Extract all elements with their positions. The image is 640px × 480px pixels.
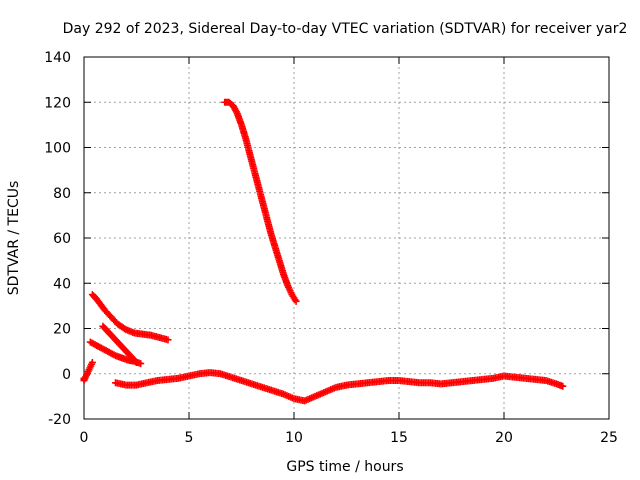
y-axis-label: SDTVAR / TECUs: [6, 181, 22, 296]
data-point: [559, 382, 567, 390]
data-point: [131, 357, 139, 365]
chart-title: Day 292 of 2023, Sidereal Day-to-day VTE…: [63, 21, 628, 37]
y-tick-label: 140: [44, 50, 71, 66]
y-tick-label: -20: [48, 412, 71, 428]
y-tick-label: 40: [53, 276, 71, 292]
x-tick-label: 0: [80, 430, 89, 446]
series-outliers: [80, 358, 96, 385]
x-tick-label: 25: [600, 430, 618, 446]
y-tick-label: 120: [44, 95, 71, 111]
series-arc-a: [88, 291, 172, 344]
data-point: [88, 358, 96, 366]
data-point: [133, 358, 140, 366]
y-tick-label: 20: [53, 322, 71, 338]
series-arc-c: [99, 322, 140, 366]
data-point: [292, 297, 300, 305]
x-axis-label: GPS time / hours: [286, 459, 403, 475]
data-point: [164, 336, 172, 344]
x-tick-label: 5: [185, 430, 194, 446]
y-tick-label: 80: [53, 186, 71, 202]
y-tick-label: 60: [53, 231, 71, 247]
x-tick-label: 20: [495, 430, 513, 446]
series-arc-e: [112, 369, 567, 405]
series-arc-d: [221, 98, 300, 305]
grid: [84, 57, 609, 419]
y-tick-label: 0: [62, 367, 71, 383]
data-series: [80, 98, 567, 405]
x-tick-label: 10: [285, 430, 303, 446]
data-point: [137, 360, 145, 368]
x-tick-label: 15: [390, 430, 408, 446]
axis-ticks: 0 5 10 15 20 25 -20 0 20 40 60 80 100 120 140: [44, 50, 618, 446]
y-tick-label: 100: [44, 141, 71, 157]
